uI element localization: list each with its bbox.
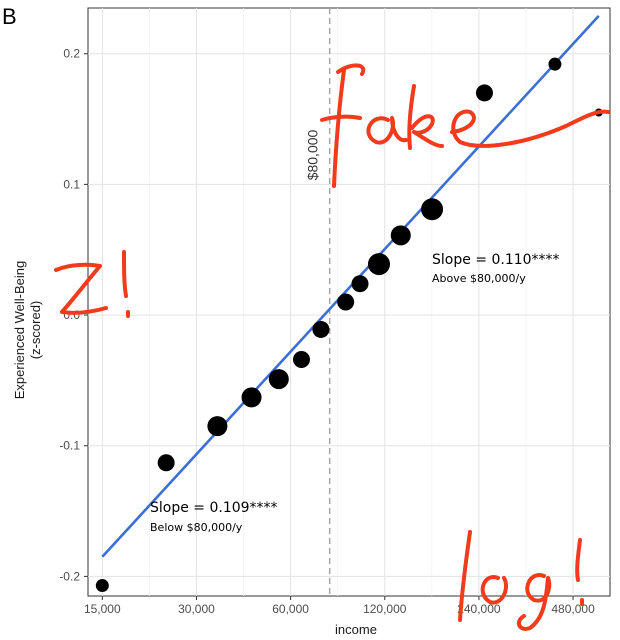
data-point bbox=[95, 579, 109, 593]
slope-below-subtitle: Below $80,000/y bbox=[150, 521, 243, 534]
fit-line-group bbox=[101, 14, 600, 558]
y-axis-title: Experienced Well-Being bbox=[12, 261, 27, 400]
data-point bbox=[207, 416, 228, 437]
slope-below-title: Slope = 0.109**** bbox=[150, 500, 278, 516]
data-point bbox=[268, 369, 289, 390]
data-point bbox=[337, 293, 355, 311]
fit-line bbox=[101, 14, 600, 558]
y-axis-ticks: -0.2-0.10.00.10.2 bbox=[59, 47, 88, 583]
x-tick-label: 240,000 bbox=[457, 602, 501, 616]
scrawl-fake bbox=[320, 63, 610, 188]
data-point bbox=[390, 225, 411, 246]
y-tick-label: -0.2 bbox=[59, 569, 80, 583]
x-tick-label: 480,000 bbox=[551, 602, 595, 616]
x-tick-label: 120,000 bbox=[363, 602, 407, 616]
reference-line-label: $80,000 bbox=[305, 129, 321, 180]
data-points bbox=[95, 57, 603, 593]
slope-above-subtitle: Above $80,000/y bbox=[432, 272, 526, 285]
scrawl-z bbox=[54, 250, 130, 318]
y-tick-label: 0.1 bbox=[63, 177, 80, 191]
data-point bbox=[157, 454, 175, 472]
grid bbox=[88, 8, 610, 596]
data-point bbox=[312, 320, 330, 338]
slope-above-title: Slope = 0.110**** bbox=[432, 252, 560, 268]
data-point bbox=[367, 253, 390, 276]
panel-label: B bbox=[2, 4, 17, 29]
data-point bbox=[292, 350, 310, 368]
y-tick-label: -0.1 bbox=[59, 439, 80, 453]
x-axis-ticks: 15,000 30,000 60,000 120,000 240,000 480,000 bbox=[84, 596, 595, 616]
y-tick-label: 0.2 bbox=[63, 47, 80, 61]
x-tick-label: 15,000 bbox=[84, 602, 121, 616]
data-point bbox=[241, 387, 262, 408]
x-axis-title: income bbox=[335, 622, 377, 637]
scrawl-log bbox=[458, 530, 584, 631]
data-point bbox=[421, 198, 444, 221]
x-tick-label: 60,000 bbox=[272, 602, 309, 616]
data-point bbox=[351, 275, 369, 293]
data-point bbox=[475, 84, 493, 102]
data-point bbox=[548, 57, 562, 71]
x-tick-label: 30,000 bbox=[178, 602, 215, 616]
y-axis-subtitle: (z-scored) bbox=[28, 301, 43, 360]
